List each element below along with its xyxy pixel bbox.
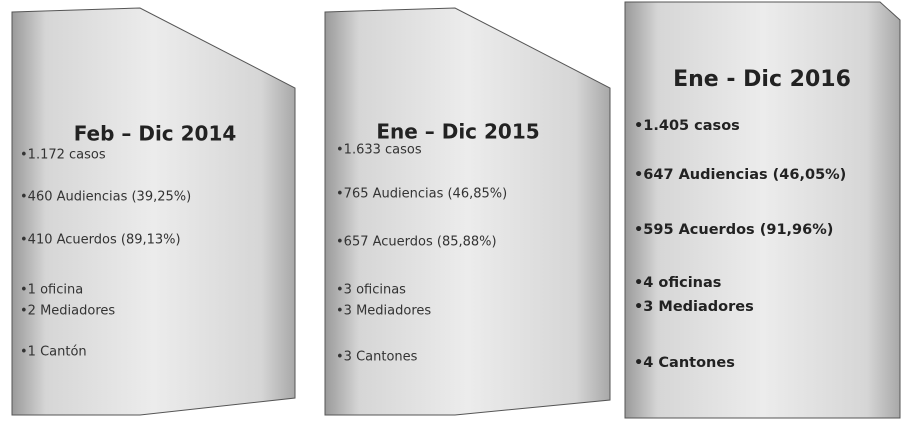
panel-item: •460 Audiencias (39,25%) [20,190,191,205]
panel-item: •4 Cantones [634,355,735,371]
panel-shape [324,7,611,416]
panel-item: •4 oficinas [634,275,721,291]
panel-item: •595 Acuerdos (91,96%) [634,222,833,238]
panel-item: •2 Mediadores [20,304,115,319]
panel-item: •3 Cantones [336,350,418,365]
panel-item: •3 Mediadores [634,299,754,315]
panel-item: •1.405 casos [634,118,740,134]
panel-item: •1.172 casos [20,148,106,163]
panel-title: Ene - Dic 2016 [673,67,851,92]
panel-item: •1.633 casos [336,143,422,158]
panel-shape [11,7,296,416]
panel-item: •647 Audiencias (46,05%) [634,167,846,183]
panel-title: Feb – Dic 2014 [74,122,237,146]
panel-item: •410 Acuerdos (89,13%) [20,233,181,248]
panel-item: •657 Acuerdos (85,88%) [336,235,497,250]
panel-item: •1 Cantón [20,345,87,360]
panel-shape [624,1,901,419]
panel-item: •765 Audiencias (46,85%) [336,187,507,202]
panel-title: Ene – Dic 2015 [376,120,539,144]
panel-item: •1 oficina [20,283,83,298]
panel-item: •3 Mediadores [336,304,431,319]
panel-item: •3 oficinas [336,283,406,298]
